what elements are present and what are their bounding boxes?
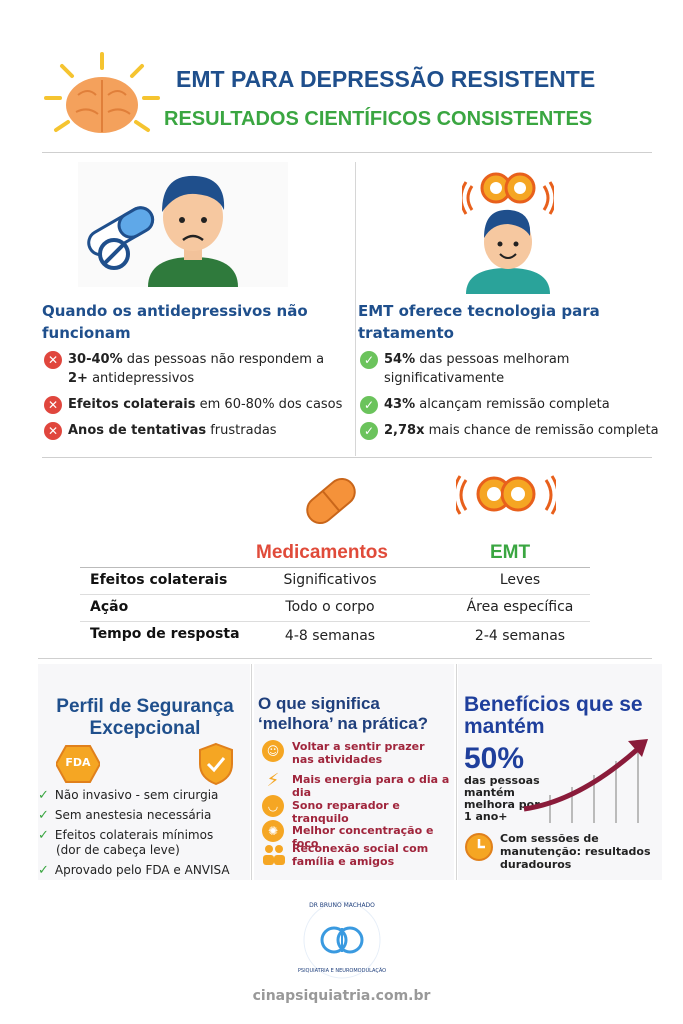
benefits-footer: Com sessões de manutenção: resultados du… bbox=[500, 832, 651, 871]
item-bold: Anos de tentativas bbox=[68, 423, 207, 438]
meaning-title: O que significa ‘melhora’ na prática? bbox=[258, 694, 429, 733]
meaning-panel bbox=[254, 664, 454, 880]
safety-item-note: (dor de cabeça leve) bbox=[56, 843, 180, 857]
safety-item: ✓ Efeitos colaterais mínimos bbox=[38, 828, 213, 843]
benefits-percent: 50% bbox=[464, 742, 525, 775]
check-icon: ✓ bbox=[38, 828, 49, 843]
row-value-emt: Leves bbox=[499, 572, 541, 588]
check-circle-icon: ✓ bbox=[360, 351, 378, 369]
list-item: ✕ Efeitos colaterais em 60-80% dos casos bbox=[44, 395, 354, 414]
safety-item-text: Aprovado pelo FDA e ANVISA bbox=[54, 863, 230, 877]
list-item: ✓ 43% alcançam remissão completa bbox=[360, 395, 660, 414]
column-divider bbox=[355, 162, 356, 456]
item-text: das pessoas não respondem a bbox=[122, 352, 325, 367]
safety-item-text: Sem anestesia necessária bbox=[54, 808, 212, 822]
item-bold: Efeitos colaterais bbox=[68, 397, 196, 412]
item-text: mais chance de remissão completa bbox=[424, 423, 659, 438]
fda-badge-label: FDA bbox=[65, 756, 91, 769]
brain-icon: ✺ bbox=[262, 820, 284, 842]
divider bbox=[38, 658, 652, 659]
item-text: alcançam remissão completa bbox=[415, 397, 610, 412]
table-rule bbox=[80, 594, 590, 595]
page-subtitle: RESULTADOS CIENTÍFICOS CONSISTENTES bbox=[164, 108, 593, 130]
item-bold: 2,78x bbox=[384, 423, 425, 438]
sad-person-illustration bbox=[78, 162, 288, 287]
pill-icon bbox=[300, 470, 362, 532]
clinic-logo: DR BRUNO MACHADO PSIQUIATRIA E NEUROMODU… bbox=[298, 900, 386, 980]
meaning-item: Melhor concentração e foco bbox=[292, 824, 434, 850]
panel-divider bbox=[456, 664, 457, 880]
meaning-item: Mais energia para o dia a dia bbox=[292, 773, 450, 799]
row-label: Ação bbox=[90, 599, 129, 615]
check-icon: ✓ bbox=[38, 788, 49, 803]
divider bbox=[42, 152, 652, 153]
panel-divider bbox=[251, 664, 252, 880]
sleep-icon: ◡ bbox=[262, 795, 284, 817]
logo-text-bottom: PSIQUIATRIA E NEUROMODULAÇÃO bbox=[297, 968, 387, 974]
left-column-title: Quando os antidepressivos não funcionam bbox=[42, 302, 308, 342]
x-circle-icon: ✕ bbox=[44, 422, 62, 440]
row-value-emt: 2-4 semanas bbox=[474, 628, 566, 644]
right-column-title: EMT oferece tecnologia para tratamento bbox=[358, 302, 600, 342]
divider bbox=[42, 457, 652, 458]
smile-icon: ☺ bbox=[262, 740, 284, 762]
item-bold: 43% bbox=[384, 397, 416, 412]
item-bold: 2+ bbox=[68, 371, 88, 386]
list-item: ✕ 30-40% das pessoas não respondem a bbox=[44, 350, 344, 369]
meaning-item: Sono reparador e tranquilo bbox=[292, 799, 400, 825]
page-title: EMT PARA DEPRESSÃO RESISTENTE bbox=[176, 66, 596, 92]
logo-text-top: DR BRUNO MACHADO bbox=[309, 902, 375, 909]
check-circle-icon: ✓ bbox=[360, 396, 378, 414]
safety-item: ✓ Não invasivo - sem cirurgia bbox=[38, 788, 218, 803]
row-value-medicamentos: Todo o corpo bbox=[285, 599, 375, 615]
safety-item-text: Efeitos colaterais mínimos bbox=[54, 828, 214, 842]
list-item-continuation: significativamente bbox=[384, 369, 664, 388]
row-label: Efeitos colaterais bbox=[90, 572, 228, 588]
item-text: das pessoas melhoram bbox=[415, 352, 570, 367]
row-value-medicamentos: Significativos bbox=[283, 572, 377, 588]
row-value-medicamentos: 4-8 semanas bbox=[284, 628, 376, 644]
fda-badge-icon: FDA bbox=[54, 744, 102, 784]
lightning-icon: ⚡ bbox=[266, 770, 280, 791]
list-item-continuation: 2+ antidepressivos bbox=[68, 369, 348, 388]
happy-person-emt-illustration bbox=[459, 166, 557, 294]
meaning-item: Voltar a sentir prazer nas atividades bbox=[292, 740, 425, 766]
row-value-emt: Área específica bbox=[466, 599, 574, 615]
table-rule bbox=[80, 621, 590, 622]
meaning-item: Reconexão social com família e amigos bbox=[292, 842, 429, 868]
item-text: significativamente bbox=[384, 371, 505, 386]
shield-check-icon bbox=[196, 742, 236, 786]
item-bold: 54% bbox=[384, 352, 416, 367]
brain-logo-icon bbox=[42, 50, 162, 150]
list-item: ✓ 54% das pessoas melhoram bbox=[360, 350, 660, 369]
check-icon: ✓ bbox=[38, 808, 49, 823]
safety-item-text: Não invasivo - sem cirurgia bbox=[54, 788, 219, 802]
safety-title: Perfil de Segurança Excepcional bbox=[56, 696, 234, 739]
clock-icon bbox=[464, 832, 494, 862]
check-icon: ✓ bbox=[38, 863, 49, 878]
safety-item: ✓ Aprovado pelo FDA e ANVISA bbox=[38, 863, 230, 878]
column-header-emt: EMT bbox=[490, 542, 531, 563]
check-circle-icon: ✓ bbox=[360, 422, 378, 440]
table-rule bbox=[80, 567, 590, 568]
safety-item: ✓ Sem anestesia necessária bbox=[38, 808, 211, 823]
item-bold: 30-40% bbox=[68, 352, 123, 367]
x-circle-icon: ✕ bbox=[44, 351, 62, 369]
website-footer: cinapsiquiatria.com.br bbox=[252, 988, 431, 1004]
row-label: Tempo de resposta bbox=[90, 626, 240, 642]
x-circle-icon: ✕ bbox=[44, 396, 62, 414]
item-text: frustradas bbox=[206, 423, 277, 438]
benefits-title: Benefícios que se mantém bbox=[464, 693, 643, 738]
item-text: em 60-80% dos casos bbox=[195, 397, 343, 412]
item-text: antidepressivos bbox=[87, 371, 195, 386]
people-icon bbox=[262, 844, 286, 866]
list-item: ✓ 2,78x mais chance de remissão completa bbox=[360, 421, 670, 440]
growth-chart-graphic bbox=[520, 735, 660, 825]
benefits-description: das pessoas mantém melhora por 1 ano+ bbox=[464, 774, 540, 823]
emt-coil-icon bbox=[452, 470, 560, 520]
list-item: ✕ Anos de tentativas frustradas bbox=[44, 421, 354, 440]
column-header-medicamentos: Medicamentos bbox=[256, 542, 388, 563]
